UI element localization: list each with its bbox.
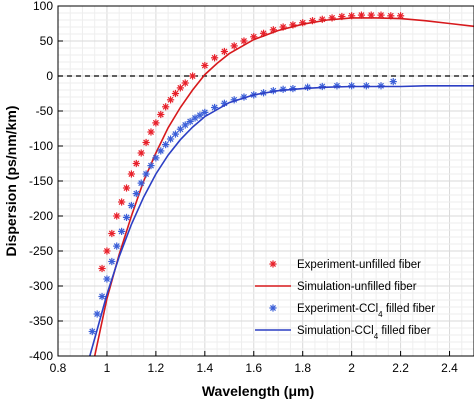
data-point [211,54,219,62]
series-layer [88,11,474,356]
data-point [152,154,160,162]
y-tick-label: -150 [29,174,53,188]
data-point [142,170,150,178]
data-point [147,128,155,136]
x-tick-label: 2.4 [441,361,458,375]
x-axis-label: Wavelength (μm) [202,383,314,399]
legend-marker-2 [269,304,277,312]
data-point [122,213,131,221]
ticks: 0.8 1 1.2 1.4 1.6 1.8 2 2.2 2.4 100 50 0 -50 -100 -150… [29,0,458,375]
y-tick-label: -250 [29,244,53,258]
data-point [137,179,145,187]
data-point [176,125,184,133]
x-tick-label: 1.4 [196,361,213,375]
data-point [127,201,136,210]
data-point [186,117,194,126]
legend-marker-0 [269,260,277,268]
data-point [389,78,397,86]
data-point [108,229,116,238]
series-line-3 [89,85,474,356]
data-point [181,121,189,129]
x-tick-label: 1 [104,361,111,375]
y-tick-label: -350 [29,314,53,328]
data-point [162,141,170,149]
series-markers-2 [88,78,397,336]
data-point [230,42,238,50]
legend-label-0: Experiment-unfilled fiber [297,259,421,271]
x-tick-label: 1.8 [294,361,311,375]
series-line-1 [93,17,474,356]
data-point [220,47,228,56]
x-tick-label: 1.2 [148,361,165,375]
data-point [98,264,106,273]
data-point [176,84,184,92]
data-point [157,110,165,119]
legend-label-2: Experiment-CCl4 filled fiber [297,303,435,319]
data-point [127,170,136,178]
y-axis-label: Dispersion (ps/nm/km) [3,106,19,257]
y-tick-label: 100 [33,0,53,13]
x-tick-label: 2 [348,361,355,375]
data-point [166,135,175,143]
data-point [132,190,140,198]
data-point [113,212,121,220]
x-tick-label: 0.8 [50,361,67,375]
y-tick-label: 50 [40,34,54,48]
data-point [304,83,312,91]
data-point [196,111,204,119]
legend: Experiment-unfilled fiber Simulation-unfi… [255,259,435,341]
series-markers-0 [98,11,405,273]
data-point [98,292,106,301]
data-point [191,114,199,122]
x-tick-label: 1.6 [245,361,262,375]
data-point [162,103,170,111]
y-tick-label: -50 [36,104,54,118]
data-point [88,327,96,336]
y-tick-label: -200 [29,209,53,223]
data-point [181,79,189,87]
data-point [333,82,341,90]
data-point [93,310,101,318]
x-tick-label: 2.2 [392,361,409,375]
data-point [240,37,248,45]
data-point [108,257,116,266]
data-point [103,247,111,255]
data-point [113,242,121,250]
data-point [171,89,180,98]
data-point [201,108,209,116]
data-point [201,61,209,70]
data-point [188,72,197,80]
data-point [152,119,160,127]
data-point [118,198,126,206]
y-tick-label: -300 [29,279,53,293]
data-point [103,275,111,283]
data-point [318,82,326,91]
y-tick-label: 0 [46,69,53,83]
data-point [132,159,140,168]
legend-label-3: Simulation-CCl4 filled fiber [297,325,431,341]
y-tick-label: -100 [29,139,53,153]
data-point [122,184,131,192]
data-point [118,227,126,235]
data-point [166,96,175,104]
data-point [142,138,150,147]
data-point [147,162,155,170]
data-point [157,147,165,155]
data-point [171,130,180,138]
legend-label-1: Simulation-unfilled fiber [297,281,417,293]
data-point [211,103,219,112]
y-tick-label: -400 [29,349,53,363]
data-point [137,149,145,157]
